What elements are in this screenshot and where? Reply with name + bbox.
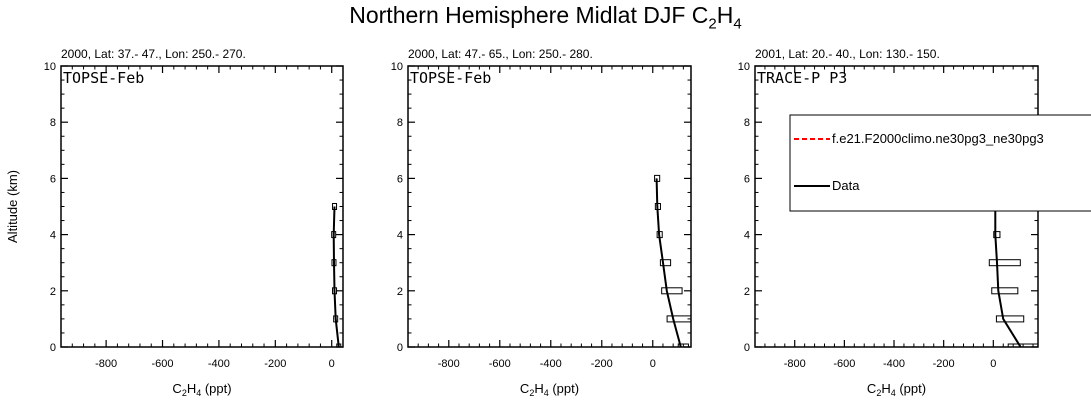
x-axis-label: C2H4 (ppt) <box>172 381 231 398</box>
panel-3: 0 2 4 6 8 10 -800 -600 -400 -200 0 2001, Lat: 20.- … <box>738 47 1091 398</box>
x-tick-label: -200 <box>591 358 613 370</box>
x-tick-label: -800 <box>784 358 806 370</box>
y-tick-label: 4 <box>50 230 56 242</box>
data-box <box>677 343 689 347</box>
y-tick-label: 6 <box>50 173 56 185</box>
plot-area <box>654 174 691 347</box>
series-line-data <box>332 206 340 347</box>
y-tick-label: 6 <box>397 173 403 185</box>
y-tick-label: 10 <box>44 61 56 73</box>
legend-box <box>789 114 1091 212</box>
x-tick-label: -800 <box>438 358 460 370</box>
data-box <box>995 315 1025 323</box>
x-tick-label: -800 <box>95 358 117 370</box>
plot-frame <box>407 65 692 348</box>
y-tick-label: 10 <box>391 61 403 73</box>
plot-frame <box>60 65 344 348</box>
y-tick-label: 8 <box>50 117 56 129</box>
panel-subtitle: 2000, Lat: 37.- 47., Lon: 250.- 270. <box>61 47 246 61</box>
x-tick-label: -400 <box>208 358 230 370</box>
panel-subtitle: 2000, Lat: 47.- 65., Lon: 250.- 280. <box>408 47 593 61</box>
y-tick-label: 4 <box>397 230 403 242</box>
y-tick-label: 0 <box>397 342 403 354</box>
panel-1: 0 2 4 6 8 10 -800 -600 -400 -200 0 2000, Lat: 37.- … <box>5 47 344 398</box>
y-tick-label: 8 <box>744 117 750 129</box>
plot-area <box>331 203 342 347</box>
panel-subtitle: 2001, Lat: 20.- 40., Lon: 130.- 150. <box>755 47 940 61</box>
x-tick-label: -200 <box>264 358 286 370</box>
data-box <box>993 231 1001 239</box>
x-axis-label: C2H4 (ppt) <box>520 381 579 398</box>
x-tick-label: 0 <box>329 358 335 370</box>
y-tick-label: 2 <box>744 286 750 298</box>
y-tick-label: 2 <box>50 286 56 298</box>
data-box <box>666 315 691 323</box>
campaign-label: TOPSE-Feb <box>410 69 491 87</box>
figure-title: Northern Hemisphere Midlat DJF C2H4 <box>349 2 742 33</box>
x-tick-label: -600 <box>833 358 855 370</box>
x-tick-label: -400 <box>540 358 562 370</box>
series-line-data <box>655 178 682 347</box>
campaign-label: TOPSE-Feb <box>63 69 144 87</box>
y-axis-label: Altitude (km) <box>5 170 20 243</box>
y-tick-label: 2 <box>397 286 403 298</box>
x-tick-label: 0 <box>990 358 996 370</box>
y-tick-label: 0 <box>50 342 56 354</box>
legend-label: f.e21.F2000climo.ne30pg3_ne30pg3 <box>832 131 1044 146</box>
x-tick-label: -200 <box>933 358 955 370</box>
series-line-data <box>994 206 1022 347</box>
legend: f.e21.F2000climo.ne30pg3_ne30pg3 Data <box>789 114 1091 212</box>
y-tick-label: 0 <box>744 342 750 354</box>
x-tick-label: -600 <box>152 358 174 370</box>
legend-label: Data <box>832 178 860 193</box>
data-box <box>659 259 672 267</box>
y-tick-label: 6 <box>744 173 750 185</box>
data-box <box>991 287 1019 295</box>
x-tick-label: -400 <box>883 358 905 370</box>
data-box <box>988 259 1021 267</box>
plot-area <box>988 203 1038 347</box>
y-tick-label: 10 <box>738 61 750 73</box>
campaign-label: TRACE-P P3 <box>757 69 847 87</box>
x-tick-label: -600 <box>489 358 511 370</box>
x-tick-label: 0 <box>650 358 656 370</box>
y-tick-label: 4 <box>744 230 750 242</box>
data-box <box>661 287 683 295</box>
y-tick-label: 8 <box>397 117 403 129</box>
panel-2: 0 2 4 6 8 10 -800 -600 -400 -200 0 2000, Lat: 47.- … <box>391 47 692 398</box>
x-axis-label: C2H4 (ppt) <box>867 381 926 398</box>
data-box <box>1007 343 1038 347</box>
